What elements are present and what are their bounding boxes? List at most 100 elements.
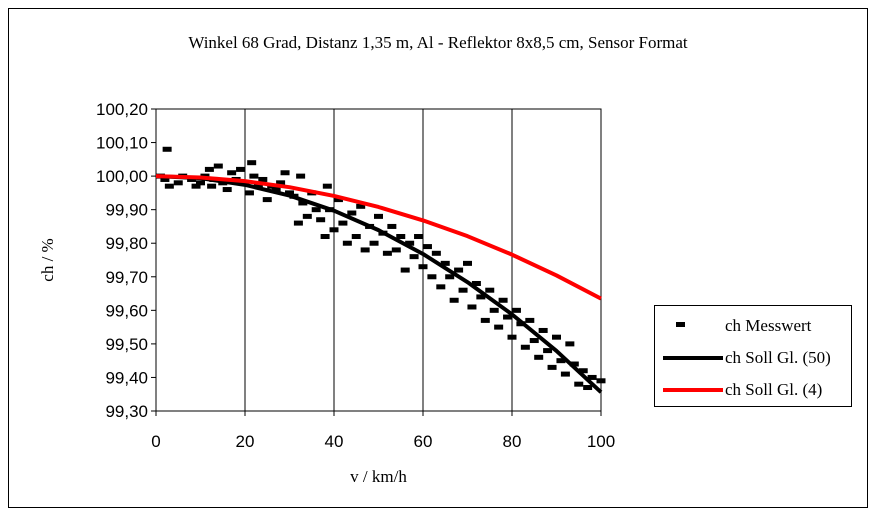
- scatter-point: [342, 240, 352, 246]
- scatter-point: [298, 200, 308, 206]
- scatter-point: [440, 260, 450, 266]
- scatter-point: [503, 314, 513, 320]
- x-tick-label: 20: [236, 432, 255, 451]
- legend: ch Messwert ch Soll Gl. (50) ch Soll Gl.…: [654, 305, 852, 407]
- x-tick-label: 80: [503, 432, 522, 451]
- scatter-point: [449, 297, 459, 303]
- scatter-point: [213, 163, 223, 169]
- scatter-point: [569, 361, 579, 367]
- scatter-point: [311, 207, 321, 213]
- scatter-point: [547, 364, 557, 370]
- scatter-point: [489, 307, 499, 313]
- x-tick-labels: 0 20 40 60 80 100: [151, 411, 615, 451]
- y-tick-label: 99,60: [105, 301, 148, 320]
- legend-line-black: [663, 356, 723, 360]
- legend-item-messwert: ch Messwert: [655, 310, 851, 340]
- scatter-point: [583, 385, 593, 391]
- scatter-point: [507, 334, 517, 340]
- scatter-point: [196, 180, 205, 186]
- y-tick-label: 99,80: [105, 234, 148, 253]
- chart-svg: 100,20 100,10 100,00 99,90 99,80 99,70 99,60 99…: [38, 100, 615, 486]
- scatter-point: [560, 371, 570, 377]
- scatter-point: [525, 317, 535, 323]
- scatter-point: [262, 197, 272, 203]
- scatter-point: [387, 223, 397, 229]
- y-tick-label: 100,00: [96, 167, 148, 186]
- y-tick-label: 100,10: [96, 134, 148, 153]
- scatter-point: [280, 170, 290, 176]
- scatter-point: [276, 180, 286, 186]
- scatter-point: [471, 280, 481, 286]
- scatter-point: [574, 381, 584, 387]
- series-line: [155, 174, 603, 394]
- scatter-point: [164, 183, 174, 189]
- x-tick-label: 40: [325, 432, 344, 451]
- scatter-point: [578, 368, 588, 374]
- legend-label-messwert: ch Messwert: [725, 316, 812, 335]
- y-tick-label: 99,50: [105, 335, 148, 354]
- scatter-point: [236, 166, 246, 172]
- scatter-point: [485, 287, 495, 293]
- scatter-point: [338, 220, 348, 226]
- x-tick-label: 60: [414, 432, 433, 451]
- scatter-point: [382, 250, 392, 256]
- scatter-point: [227, 170, 237, 176]
- scatter-point: [369, 240, 379, 246]
- legend-item-soll-50: ch Soll Gl. (50): [655, 342, 851, 372]
- x-axis-title: v / km/h: [350, 467, 407, 486]
- x-tick-label: 0: [151, 432, 160, 451]
- scatter-point: [374, 213, 383, 219]
- scatter-point: [414, 234, 424, 240]
- scatter-point: [247, 160, 257, 166]
- y-tick-label: 100,20: [96, 100, 148, 119]
- y-axis-title: ch / %: [38, 238, 57, 281]
- scatter-point: [405, 240, 415, 246]
- scatter-point: [467, 304, 477, 310]
- scatter-point: [476, 294, 486, 300]
- chart-title: Winkel 68 Grad, Distanz 1,35 m, Al - Ref…: [188, 33, 688, 52]
- scatter-point: [565, 341, 575, 347]
- scatter-point: [249, 173, 259, 179]
- scatter-point: [316, 217, 326, 223]
- scatter-point: [422, 244, 432, 250]
- y-tick-label: 99,90: [105, 201, 148, 220]
- scatter-point: [538, 327, 548, 333]
- scatter-point: [431, 250, 441, 256]
- scatter-point: [480, 317, 490, 323]
- scatter-point: [258, 176, 268, 182]
- scatter-point: [427, 274, 437, 280]
- legend-label-soll-50: ch Soll Gl. (50): [725, 348, 831, 367]
- scatter-point: [494, 324, 504, 330]
- scatter-point: [222, 187, 232, 193]
- scatter-point: [445, 274, 455, 280]
- scatter-point: [463, 260, 472, 266]
- scatter-point: [160, 176, 170, 182]
- plot-area: [155, 108, 602, 412]
- series-lines: [155, 174, 603, 394]
- series-line: [155, 174, 602, 301]
- legend-item-soll-4: ch Soll Gl. (4): [655, 374, 851, 404]
- scatter-point: [520, 344, 530, 350]
- scatter-point: [347, 210, 357, 216]
- legend-line-red: [663, 388, 723, 392]
- y-tick-label: 99,70: [105, 268, 148, 287]
- scatter-point: [333, 197, 343, 203]
- scatter-point: [320, 234, 330, 240]
- scatter-point: [329, 227, 339, 233]
- y-tick-label: 99,40: [105, 368, 148, 387]
- scatter-point: [285, 190, 294, 196]
- scatter-point: [418, 264, 428, 270]
- scatter-point: [351, 234, 361, 240]
- scatter-point: [396, 234, 406, 240]
- scatter-point: [271, 187, 281, 193]
- scatter-point: [409, 254, 419, 260]
- scatter-point: [498, 297, 508, 303]
- scatter-point: [436, 284, 446, 290]
- scatter-point: [162, 146, 172, 152]
- scatter-point: [191, 183, 201, 189]
- scatter-point: [293, 220, 303, 226]
- y-tick-labels: 100,20 100,10 100,00 99,90 99,80 99,70 99,60 99…: [96, 100, 156, 421]
- chart-frame: Winkel 68 Grad, Distanz 1,35 m, Al - Ref…: [8, 8, 868, 508]
- scatter-point: [534, 354, 544, 360]
- scatter-point: [302, 213, 312, 219]
